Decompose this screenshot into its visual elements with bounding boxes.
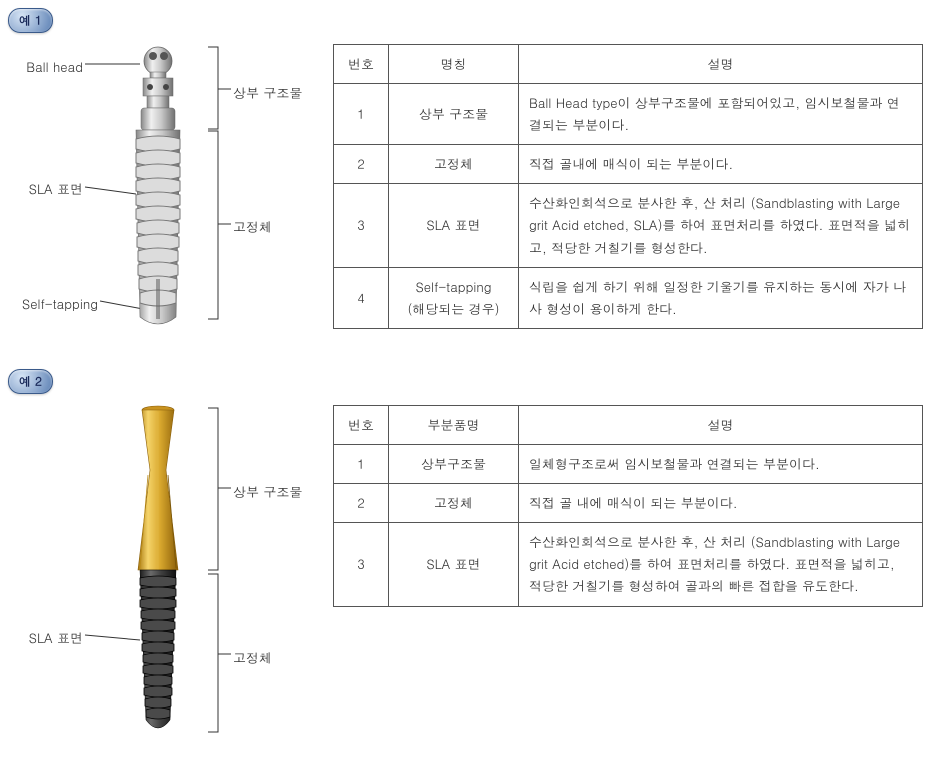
implant-2-svg xyxy=(8,400,333,740)
t1-h-desc: 설명 xyxy=(519,45,923,84)
t1-r3-desc: 식립을 쉽게 하기 위해 일정한 기울기를 유지하는 동시에 자가 나사 형성이… xyxy=(519,267,923,328)
t2-r2-num: 3 xyxy=(334,523,389,606)
t1-r2-num: 3 xyxy=(334,184,389,267)
example-1: 예 1 Ball head SLA 표면 Self-tapping 상부 구조물… xyxy=(8,8,936,339)
label-sla-text: SLA 표면 xyxy=(29,179,83,198)
example-2-left: 예 2 상부 구조물 SLA 표면 고정체 xyxy=(8,369,333,740)
example-1-diagram: Ball head SLA 표면 Self-tapping 상부 구조물 고정체 xyxy=(8,39,333,339)
t2-r2-desc: 수산화인회석으로 분사한 후, 산 처리 (Sandblasting with … xyxy=(519,523,923,606)
label-upper-text: 상부 구조물 xyxy=(233,83,302,102)
label2-sla-text: SLA 표면 xyxy=(29,628,83,647)
label-ball-head: Ball head xyxy=(8,57,83,76)
t2-r0-num: 1 xyxy=(334,445,389,484)
t1-r0-num: 1 xyxy=(334,84,389,145)
label-fixture: 고정체 xyxy=(233,217,272,236)
t2-r1-name: 고정체 xyxy=(389,484,519,523)
t2-r1-desc: 직접 골 내에 매식이 되는 부분이다. xyxy=(519,484,923,523)
table-row: 1 상부 구조물 Ball Head type이 상부구조물에 포함되어있고, … xyxy=(334,84,923,145)
t1-r0-name: 상부 구조물 xyxy=(389,84,519,145)
t2-r0-desc: 일체형구조로써 임시보철물과 연결되는 부분이다. xyxy=(519,445,923,484)
label2-upper: 상부 구조물 xyxy=(233,482,302,501)
t1-h-name: 명칭 xyxy=(389,45,519,84)
label-selftap-text: Self-tapping xyxy=(22,294,98,313)
t2-h-name: 부분품명 xyxy=(389,406,519,445)
t1-r1-desc: 직접 골내에 매식이 되는 부분이다. xyxy=(519,145,923,184)
t1-r3-num: 4 xyxy=(334,267,389,328)
table-row: 2 고정체 직접 골내에 매식이 되는 부분이다. xyxy=(334,145,923,184)
t1-r1-num: 2 xyxy=(334,145,389,184)
t2-r0-name: 상부구조물 xyxy=(389,445,519,484)
example-2-diagram: 상부 구조물 SLA 표면 고정체 xyxy=(8,400,333,740)
example-2-table: 번호 부분품명 설명 1 상부구조물 일체형구조로써 임시보철물과 연결되는 부… xyxy=(333,405,923,607)
example-1-left: 예 1 Ball head SLA 표면 Self-tapping 상부 구조물… xyxy=(8,8,333,339)
table-row: 3 SLA 표면 수산화인회석으로 분사한 후, 산 처리 (Sandblast… xyxy=(334,523,923,606)
t2-h-desc: 설명 xyxy=(519,406,923,445)
t1-r1-name: 고정체 xyxy=(389,145,519,184)
label2-fixture: 고정체 xyxy=(233,648,272,667)
t1-r2-desc: 수산화인회석으로 분사한 후, 산 처리 (Sandblasting with … xyxy=(519,184,923,267)
label-self-tapping: Self-tapping xyxy=(8,294,98,313)
example-2-badge: 예 2 xyxy=(8,369,53,394)
table-row: 4 Self-tapping (해당되는 경우) 식립을 쉽게 하기 위해 일정… xyxy=(334,267,923,328)
table-row: 1 상부구조물 일체형구조로써 임시보철물과 연결되는 부분이다. xyxy=(334,445,923,484)
example-1-table: 번호 명칭 설명 1 상부 구조물 Ball Head type이 상부구조물에… xyxy=(333,44,923,329)
table-row: 3 SLA 표면 수산화인회석으로 분사한 후, 산 처리 (Sandblast… xyxy=(334,184,923,267)
label-fixture-text: 고정체 xyxy=(233,217,272,236)
t1-r3-name: Self-tapping (해당되는 경우) xyxy=(389,267,519,328)
label2-sla: SLA 표면 xyxy=(8,628,83,647)
t1-r2-name: SLA 표면 xyxy=(389,184,519,267)
t2-h-num: 번호 xyxy=(334,406,389,445)
example-2: 예 2 상부 구조물 SLA 표면 고정체 xyxy=(8,369,936,740)
t2-r2-name: SLA 표면 xyxy=(389,523,519,606)
t1-r0-desc: Ball Head type이 상부구조물에 포함되어있고, 임시보철물과 연결… xyxy=(519,84,923,145)
label2-fixture-text: 고정체 xyxy=(233,648,272,667)
label-ball-head-text: Ball head xyxy=(26,57,83,76)
t1-h-num: 번호 xyxy=(334,45,389,84)
label-sla-surface: SLA 표면 xyxy=(8,179,83,198)
table-row: 2 고정체 직접 골 내에 매식이 되는 부분이다. xyxy=(334,484,923,523)
example-1-badge: 예 1 xyxy=(8,8,53,33)
label-upper-structure: 상부 구조물 xyxy=(233,83,302,102)
label2-upper-text: 상부 구조물 xyxy=(233,482,302,501)
t2-r1-num: 2 xyxy=(334,484,389,523)
